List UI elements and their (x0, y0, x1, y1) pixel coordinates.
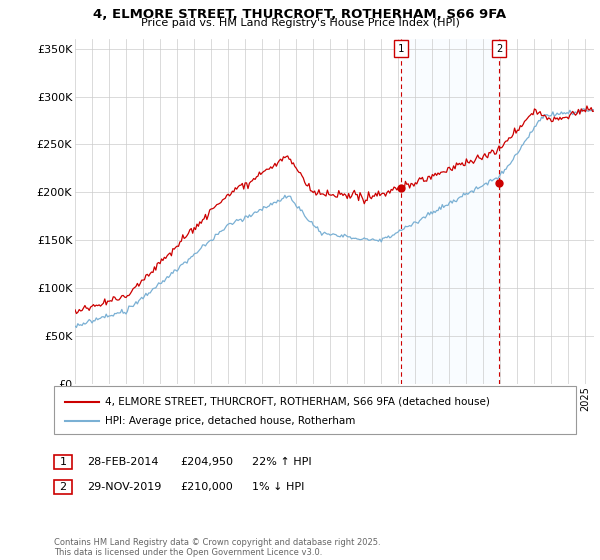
Bar (401, 39, 499, 384)
Text: 1: 1 (59, 457, 67, 467)
Text: Contains HM Land Registry data © Crown copyright and database right 2025.
This d: Contains HM Land Registry data © Crown c… (54, 538, 380, 557)
Text: 4, ELMORE STREET, THURCROFT, ROTHERHAM, S66 9FA: 4, ELMORE STREET, THURCROFT, ROTHERHAM, … (94, 8, 506, 21)
Text: 29-NOV-2019: 29-NOV-2019 (87, 482, 161, 492)
Text: 2: 2 (59, 482, 67, 492)
Text: 1% ↓ HPI: 1% ↓ HPI (252, 482, 304, 492)
Text: HPI: Average price, detached house, Rotherham: HPI: Average price, detached house, Roth… (105, 416, 355, 426)
Text: £204,950: £204,950 (180, 457, 233, 467)
Text: £210,000: £210,000 (180, 482, 233, 492)
Text: 1: 1 (398, 44, 404, 54)
Text: 2: 2 (496, 44, 502, 54)
Text: 22% ↑ HPI: 22% ↑ HPI (252, 457, 311, 467)
Text: 28-FEB-2014: 28-FEB-2014 (87, 457, 158, 467)
Text: Price paid vs. HM Land Registry's House Price Index (HPI): Price paid vs. HM Land Registry's House … (140, 18, 460, 29)
Text: 4, ELMORE STREET, THURCROFT, ROTHERHAM, S66 9FA (detached house): 4, ELMORE STREET, THURCROFT, ROTHERHAM, … (105, 396, 490, 407)
